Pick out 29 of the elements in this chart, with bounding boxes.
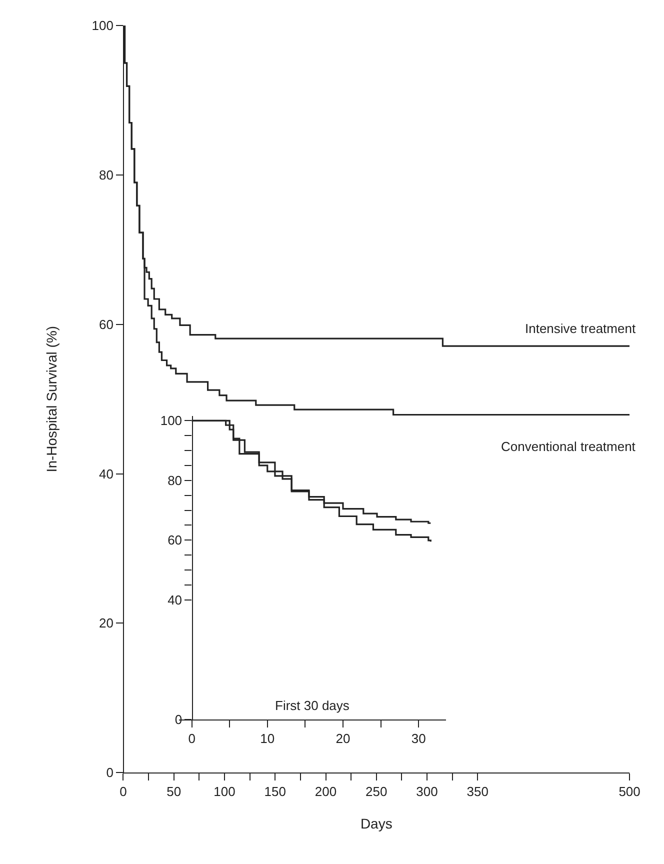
- x-tick-label: 20: [336, 731, 350, 746]
- y-tick-label: 0: [174, 712, 182, 727]
- y-tick-label: 60: [168, 532, 182, 548]
- y-tick-label: 100: [92, 18, 114, 34]
- y-tick-label: 80: [168, 472, 182, 488]
- x-tick-label: 0: [120, 784, 127, 800]
- x-tick-label: 350: [466, 784, 489, 800]
- y-tick-label: 40: [99, 466, 114, 482]
- series-label: Intensive treatment: [525, 321, 636, 336]
- annotation: First 30 days: [275, 698, 350, 713]
- x-tick-label: 100: [214, 784, 236, 800]
- y-tick-label: 0: [106, 765, 114, 780]
- x-tick-label: 250: [366, 784, 388, 800]
- x-tick-label: 500: [618, 784, 640, 800]
- y-tick-label: 60: [99, 316, 114, 332]
- x-tick-label: 150: [264, 784, 286, 800]
- series-label: Conventional treatment: [501, 439, 636, 454]
- x-tick-label: 0: [188, 731, 196, 746]
- x-tick-label: 10: [260, 731, 275, 746]
- x-tick-label: 300: [416, 784, 438, 800]
- x-tick-label: 30: [411, 731, 426, 746]
- y-tick-label: 20: [99, 616, 114, 631]
- y-axis-title: In-Hospital Survival (%): [43, 326, 60, 472]
- y-tick-label: 80: [99, 168, 114, 183]
- x-tick-label: 200: [314, 784, 337, 800]
- x-tick-label: 50: [166, 784, 182, 800]
- x-axis-title: Days: [360, 816, 392, 832]
- y-tick-label: 40: [168, 592, 182, 608]
- y-tick-label: 100: [160, 413, 182, 428]
